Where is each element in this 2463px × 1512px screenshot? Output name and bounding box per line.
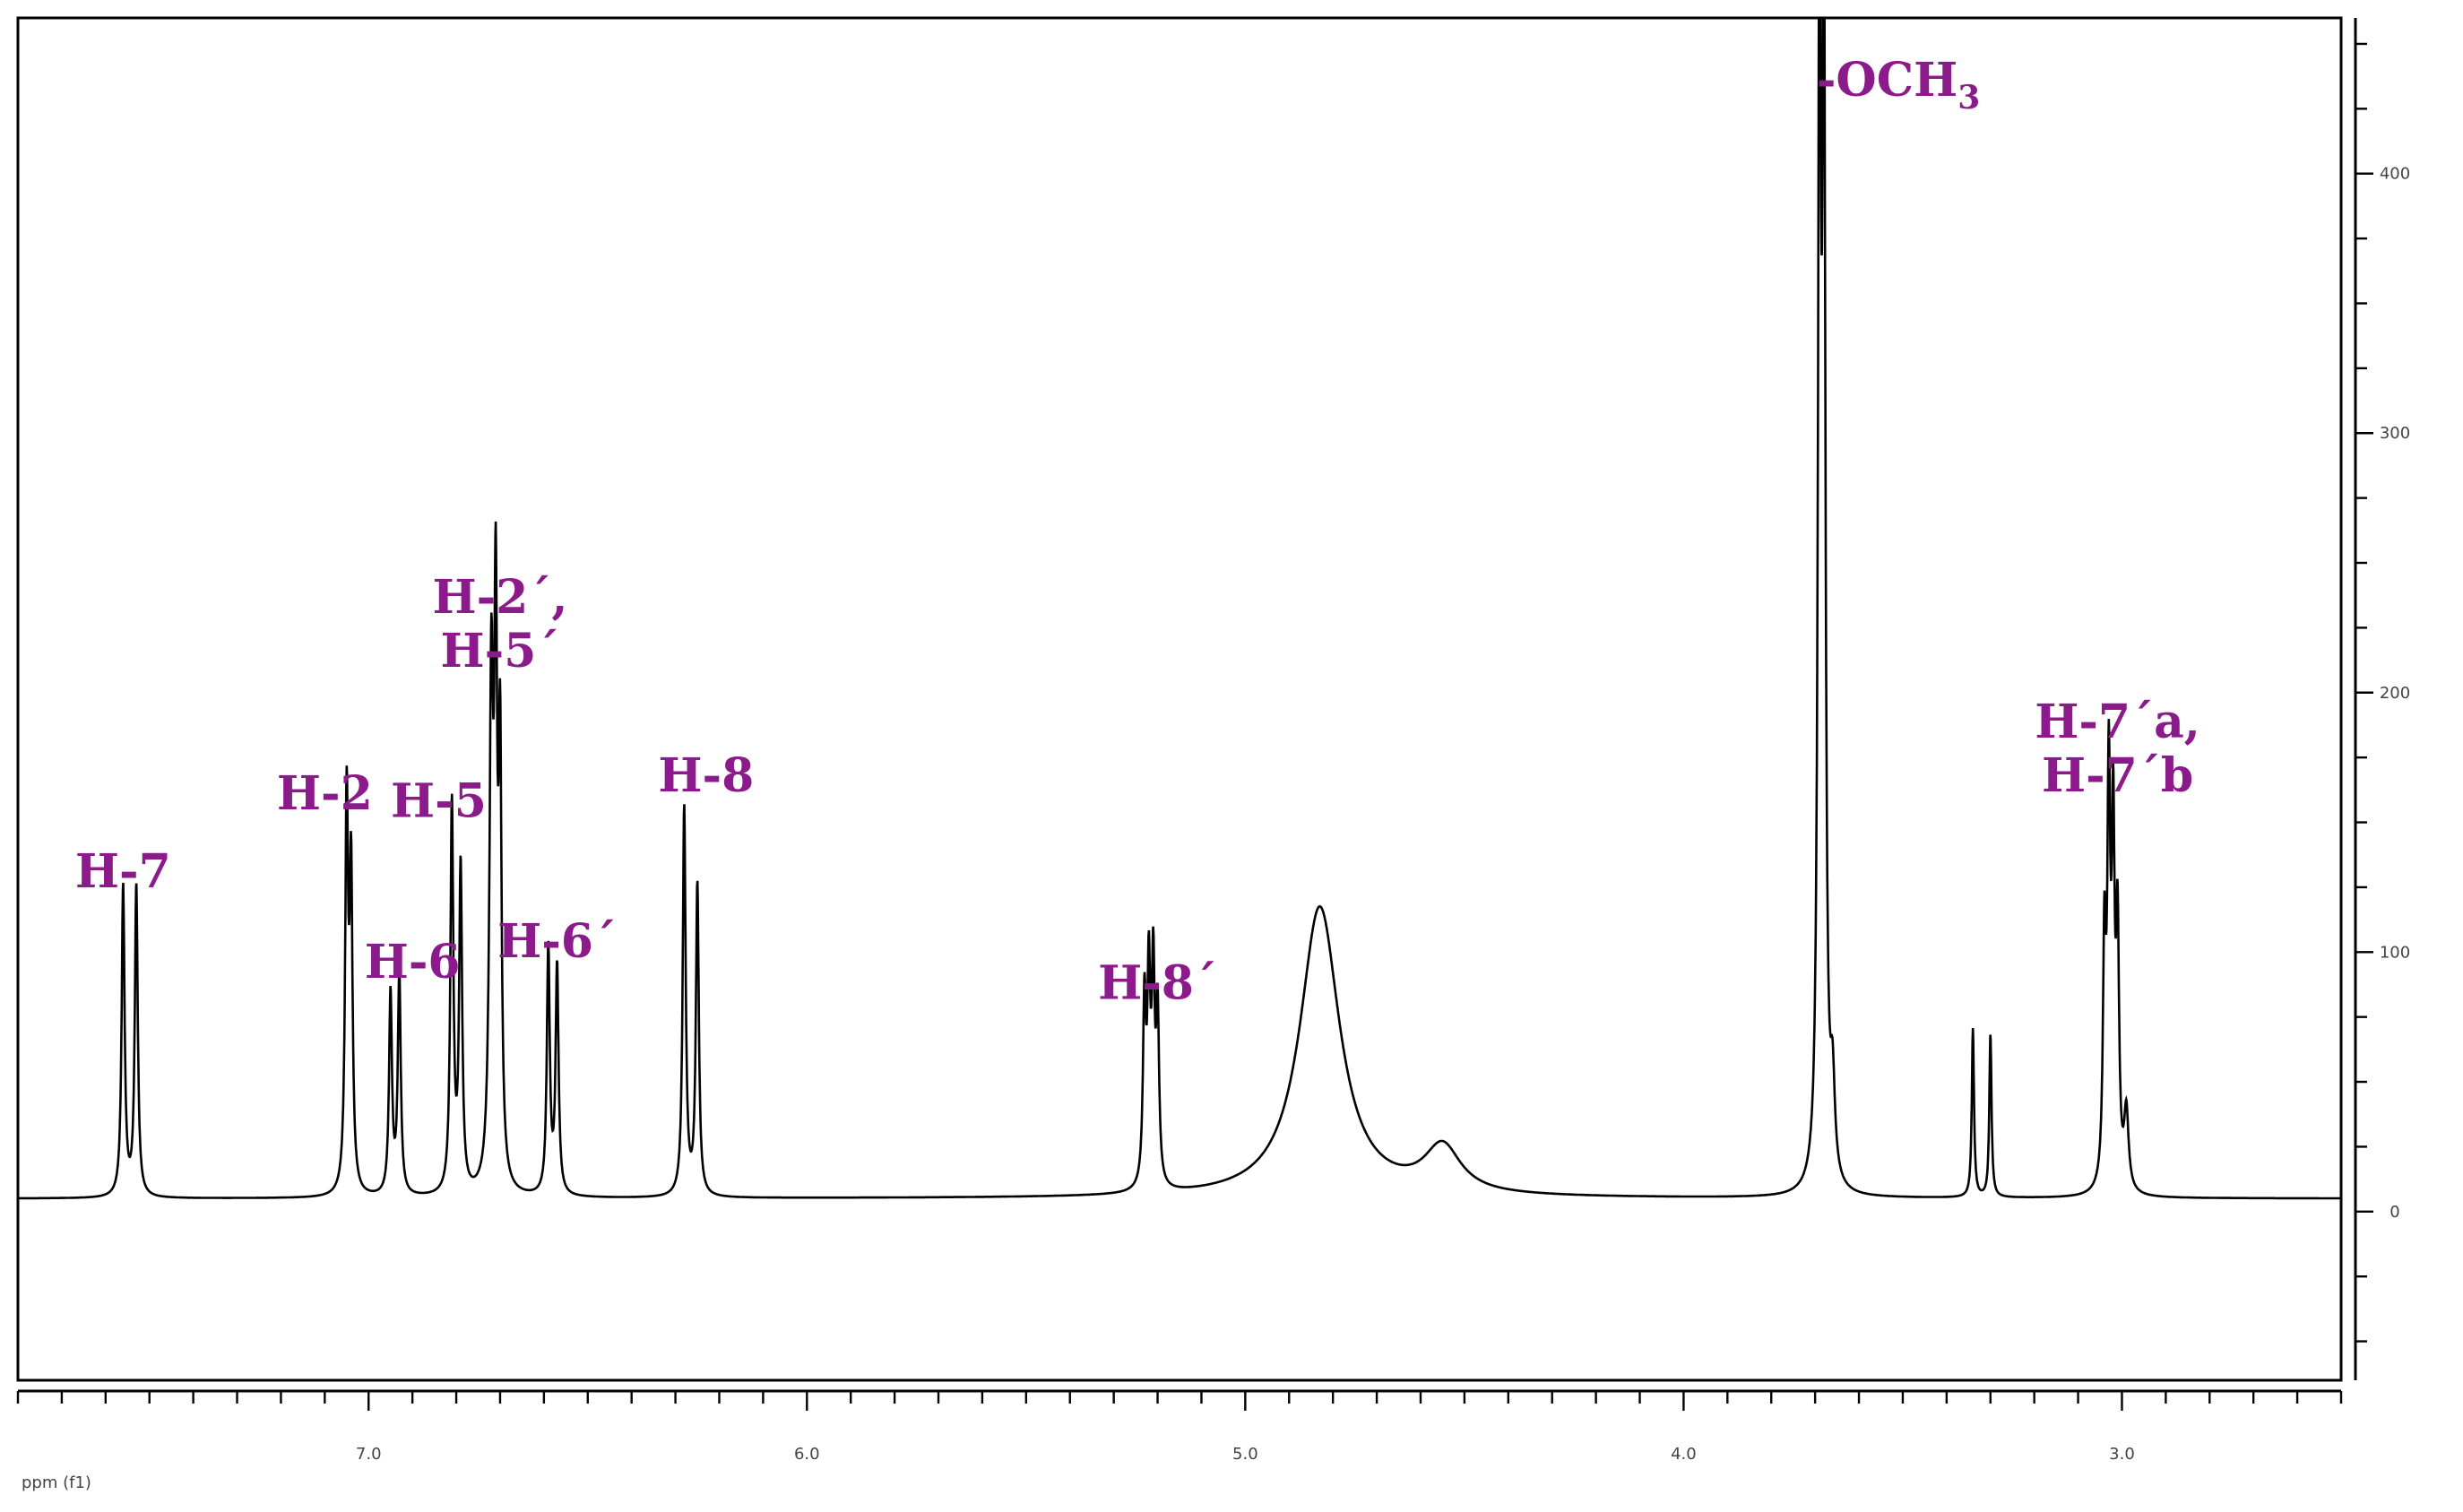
- peak-annotations: H-7 H-2 H-6 H-5 H-2´, H-5´ H-6´ H-8 H-8´ -OCH3 H-7…: [75, 53, 2200, 1011]
- y-tick-label: 0: [2390, 1203, 2399, 1222]
- peak-label: H-8´: [1098, 955, 1217, 1010]
- x-tick-label: 5.0: [1232, 1445, 1258, 1464]
- peak-label: H-6´: [497, 914, 617, 969]
- peak-label: H-7: [75, 844, 171, 899]
- y-axis-ticks: 0 100 200 300 400: [2355, 42, 2410, 1343]
- peak-label: H-2: [277, 766, 373, 821]
- y-tick-label: 100: [2380, 943, 2410, 962]
- x-tick-label: 6.0: [794, 1445, 820, 1464]
- x-axis-ticks: 7.0 6.0 5.0 4.0 3.0: [16, 1391, 2343, 1464]
- peak-label: H-7´a, H-7´b: [2035, 695, 2200, 803]
- x-tick-label: 3.0: [2109, 1445, 2135, 1464]
- peak-label: -OCH3: [1817, 53, 1980, 117]
- x-tick-label: 4.0: [1671, 1445, 1697, 1464]
- peak-label: H-8: [658, 748, 754, 803]
- spectrum-line: [18, 18, 2341, 1200]
- x-axis-label: ppm (f1): [22, 1473, 91, 1492]
- peak-label: H-2´, H-5´: [432, 570, 567, 678]
- x-tick-label: 7.0: [356, 1445, 382, 1464]
- y-tick-label: 400: [2380, 165, 2410, 184]
- peak-label: H-6: [365, 935, 461, 989]
- plot-frame: [16, 16, 2343, 1382]
- y-tick-label: 200: [2380, 684, 2410, 703]
- peak-label: H-5: [391, 774, 487, 829]
- y-tick-label: 300: [2380, 424, 2410, 443]
